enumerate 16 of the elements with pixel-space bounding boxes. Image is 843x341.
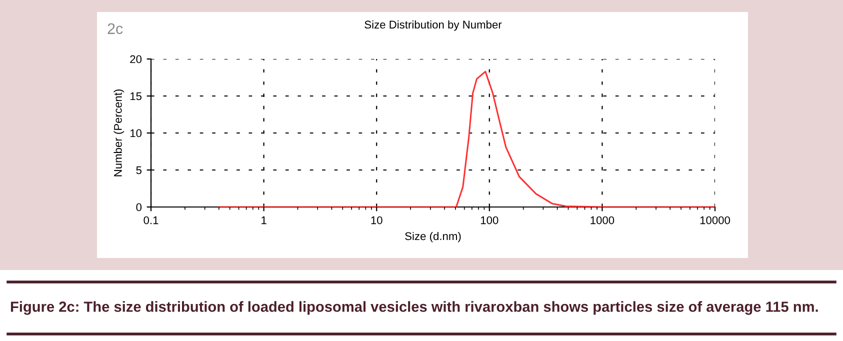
x-axis-title: Size (d.nm) [405, 232, 461, 242]
caption: Figure 2c: The size distribution of loaded liposomal vesicles with rivaroxban shows particles size of average 115 nm. [10, 301, 818, 315]
x-tick-label: 10 [371, 216, 382, 224]
y-tick-label: 20 [130, 55, 142, 64]
x-tick-label: 0.1 [144, 216, 158, 224]
y-axis-title: Number (Percent) [114, 90, 124, 176]
y-tick-label: 5 [136, 166, 142, 174]
y-tick-label: 10 [130, 129, 142, 138]
text: 2c [108, 23, 123, 34]
x-tick-label: 1000 [590, 216, 614, 224]
x-tick-label: 100 [480, 216, 498, 224]
chart-title: Size Distribution by Number [364, 20, 502, 31]
y-tick-label: 15 [130, 92, 142, 100]
y-tick-label: 0 [136, 203, 142, 212]
x-tick-label: 10000 [700, 216, 730, 224]
x-tick-label: 1 [262, 216, 266, 224]
